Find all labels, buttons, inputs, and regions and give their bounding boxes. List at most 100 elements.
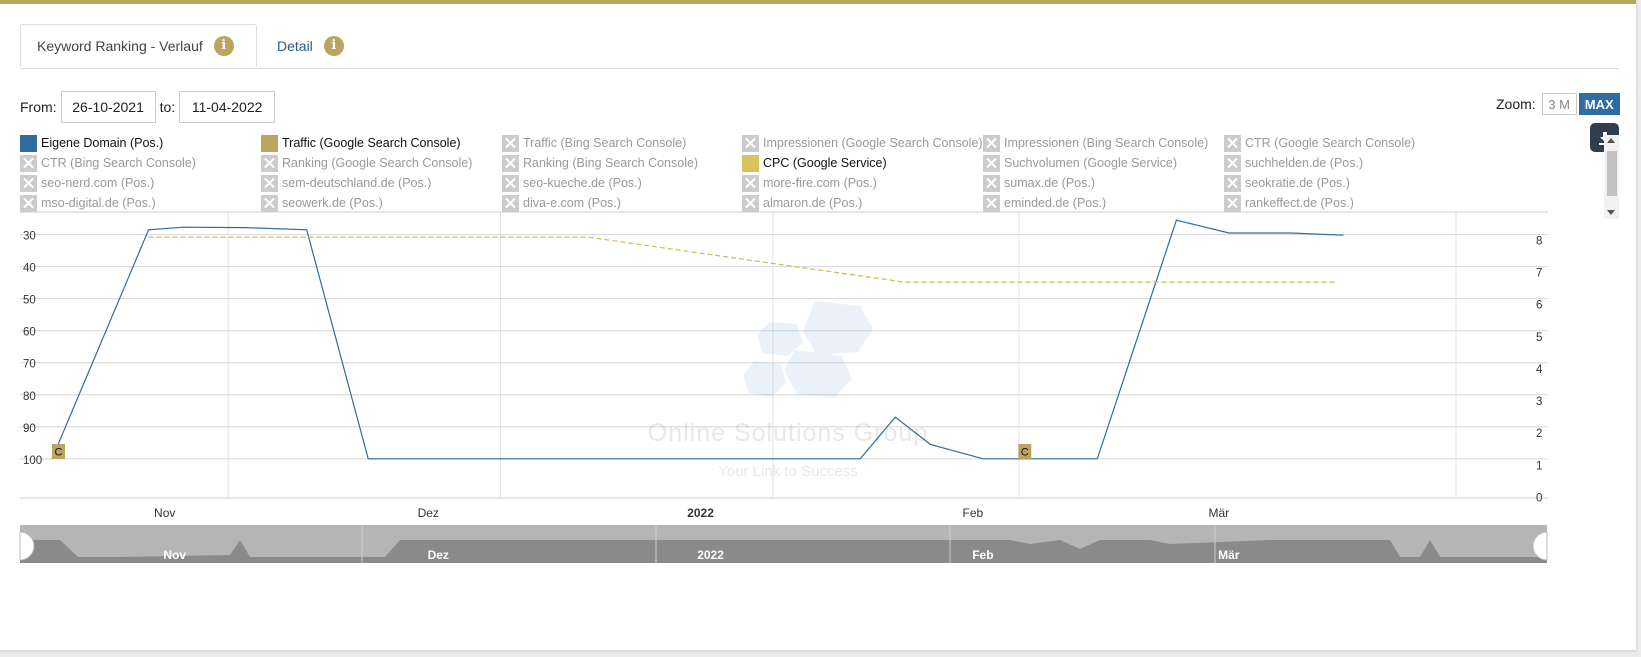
legend-item[interactable]: seowerk.de (Pos.) <box>261 194 383 212</box>
legend-item[interactable]: CTR (Google Search Console) <box>1224 134 1416 152</box>
annotation-flag-label: C <box>1021 447 1029 459</box>
tab-label: Detail <box>277 37 313 54</box>
info-icon[interactable]: i <box>323 35 344 56</box>
legend-label: CTR (Google Search Console) <box>1245 136 1416 150</box>
legend-item[interactable]: Eigene Domain (Pos.) <box>20 134 163 152</box>
y-right-tick-label: 3 <box>1536 396 1542 408</box>
zoom-max-button[interactable]: MAX <box>1578 93 1620 115</box>
y-left-tick-label: 30 <box>23 231 36 243</box>
y-right-tick-label: 8 <box>1536 235 1542 247</box>
legend-item[interactable]: seo-nerd.com (Pos.) <box>20 174 154 192</box>
series-line <box>148 236 1335 283</box>
navigator-handle-left[interactable] <box>19 531 35 561</box>
legend-disabled-x-icon <box>983 134 1000 152</box>
chart-legend: Eigene Domain (Pos.) Traffic (Google Sear… <box>20 134 1600 219</box>
tab-bar: Keyword Ranking - Verlauf i Detail i <box>20 24 1619 69</box>
legend-label: mso-digital.de (Pos.) <box>41 196 156 210</box>
legend-item[interactable]: sumax.de (Pos.) <box>983 174 1095 192</box>
legend-label: Impressionen (Google Search Console) <box>763 136 983 150</box>
y-right-tick-label: 7 <box>1536 267 1542 279</box>
legend-item[interactable]: suchhelden.de (Pos.) <box>1224 154 1364 172</box>
navigator-handle-left-shape <box>19 531 35 561</box>
y-right-tick-label: 2 <box>1536 428 1542 440</box>
legend-item[interactable]: more-fire.com (Pos.) <box>742 174 877 192</box>
tab-keyword-ranking-verlauf[interactable]: Keyword Ranking - Verlauf i <box>20 24 257 67</box>
navigator-label: 2022 <box>697 548 724 562</box>
watermark-logo-icon <box>743 301 873 398</box>
legend-item[interactable]: sem-deutschland.de (Pos.) <box>261 174 431 192</box>
scroll-down-arrow-icon[interactable] <box>1607 210 1615 215</box>
legend-item[interactable]: almaron.de (Pos.) <box>742 194 863 212</box>
annotation-flag: C <box>1018 444 1032 459</box>
legend-item[interactable]: Ranking (Bing Search Console) <box>502 154 698 172</box>
legend-disabled-x-icon <box>261 174 278 192</box>
legend-item[interactable]: Traffic (Bing Search Console) <box>502 134 687 152</box>
scroll-thumb[interactable] <box>1607 151 1617 196</box>
legend-item[interactable]: rankeffect.de (Pos.) <box>1224 194 1354 212</box>
from-date-input[interactable]: 26-10-2021 <box>60 91 156 123</box>
x-tick-label: Feb <box>963 506 984 520</box>
legend-disabled-x-icon <box>502 134 519 152</box>
legend-disabled-x-icon <box>502 154 519 172</box>
legend-label: Ranking (Google Search Console) <box>282 156 473 170</box>
legend-disabled-x-icon <box>742 194 759 212</box>
x-tick-label: 2022 <box>687 506 714 520</box>
legend-swatch <box>20 134 37 152</box>
legend-label: Suchvolumen (Google Service) <box>1004 156 1177 170</box>
legend-disabled-x-icon <box>1224 134 1241 152</box>
scroll-up-arrow-icon[interactable] <box>1607 138 1615 143</box>
watermark: Online Solutions Group Your Link to Succ… <box>648 301 927 480</box>
to-date-input[interactable]: 11-04-2022 <box>179 91 276 123</box>
navigator-background <box>20 525 1547 563</box>
legend-item[interactable]: diva-e.com (Pos.) <box>502 194 621 212</box>
legend-item[interactable]: seokratie.de (Pos.) <box>1224 174 1350 192</box>
navigator-handle-right[interactable] <box>1532 531 1548 561</box>
y-right-tick-label: 6 <box>1536 300 1542 312</box>
legend-item[interactable]: eminded.de (Pos.) <box>983 194 1106 212</box>
legend-disabled-x-icon <box>1224 194 1241 212</box>
legend-item[interactable]: seo-kueche.de (Pos.) <box>502 174 642 192</box>
zoom-control: Zoom: 3 M MAX <box>1496 93 1620 115</box>
annotation-flag-box <box>1018 444 1032 459</box>
legend-item[interactable]: Impressionen (Google Search Console) <box>742 134 983 152</box>
y-right-tick-label: 4 <box>1536 364 1543 376</box>
legend-label: suchhelden.de (Pos.) <box>1245 156 1364 170</box>
legend-label: Traffic (Bing Search Console) <box>523 136 687 150</box>
navigator-label: Dez <box>428 548 449 562</box>
zoom-3m-button[interactable]: 3 M <box>1541 93 1577 115</box>
y-left-tick-label: 90 <box>23 423 36 435</box>
legend-disabled-x-icon <box>983 154 1000 172</box>
info-icon[interactable]: i <box>213 35 234 56</box>
legend-item[interactable]: Impressionen (Bing Search Console) <box>983 134 1208 152</box>
legend-label: diva-e.com (Pos.) <box>523 196 621 210</box>
legend-disabled-x-icon <box>261 194 278 212</box>
annotation-flag-label: C <box>55 447 63 459</box>
y-left-tick-label: 50 <box>23 295 36 307</box>
legend-disabled-x-icon <box>1224 154 1241 172</box>
legend-item[interactable]: Ranking (Google Search Console) <box>261 154 473 172</box>
legend-item[interactable]: mso-digital.de (Pos.) <box>20 194 156 212</box>
legend-scrollbar[interactable] <box>1604 135 1619 219</box>
date-range: From: 26-10-2021 to: 11-04-2022 <box>20 91 279 123</box>
legend-item[interactable]: Suchvolumen (Google Service) <box>983 154 1177 172</box>
x-tick-label: Dez <box>418 506 439 520</box>
legend-label: seokratie.de (Pos.) <box>1245 176 1350 190</box>
watermark-slogan: Your Link to Success <box>718 463 858 480</box>
y-right-tick-label: 5 <box>1536 332 1542 344</box>
legend-item[interactable]: CTR (Bing Search Console) <box>20 154 196 172</box>
y-left-tick-label: 80 <box>23 391 36 403</box>
legend-label: almaron.de (Pos.) <box>763 196 863 210</box>
legend-label: CTR (Bing Search Console) <box>41 156 196 170</box>
legend-disabled-x-icon <box>502 174 519 192</box>
legend-item[interactable]: CPC (Google Service) <box>742 154 887 172</box>
legend-label: seo-kueche.de (Pos.) <box>523 176 642 190</box>
y-right-tick-label: 1 <box>1536 460 1542 472</box>
navigator-label: Nov <box>163 548 186 562</box>
legend-item[interactable]: Traffic (Google Search Console) <box>261 134 461 152</box>
legend-label: seowerk.de (Pos.) <box>282 196 383 210</box>
legend-swatch <box>261 134 278 152</box>
chart-grid <box>20 211 1548 499</box>
tab-detail[interactable]: Detail i <box>261 24 381 67</box>
legend-disabled-x-icon <box>20 194 37 212</box>
